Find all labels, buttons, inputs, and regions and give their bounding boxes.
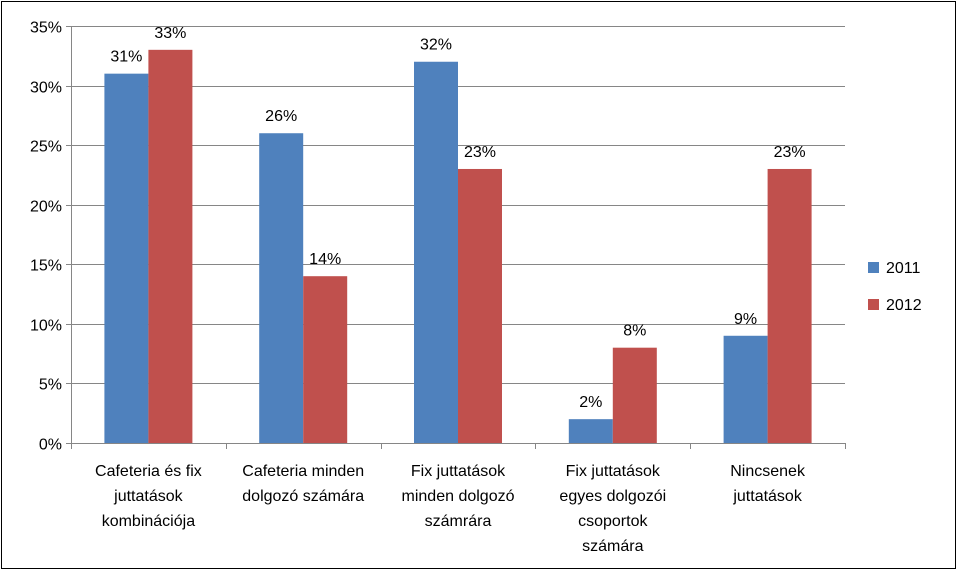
bar-2012-1 [303, 276, 348, 443]
legend-swatch-2012 [868, 299, 879, 310]
bar-2011-3 [568, 419, 613, 443]
data-label: 23% [464, 144, 496, 161]
category-label: Fix juttatások minden dolgozó számrára [402, 463, 515, 530]
data-label: 9% [734, 311, 757, 328]
bar-2012-2 [458, 168, 502, 443]
data-label: 14% [309, 251, 341, 268]
data-label: 31% [110, 49, 142, 66]
bar-2011-4 [723, 335, 768, 443]
bar-2011-0 [104, 73, 149, 444]
y-tick-label: 25% [30, 139, 62, 156]
legend-label-2011: 2011 [886, 260, 921, 277]
data-label: 23% [774, 144, 806, 161]
data-label: 26% [265, 108, 297, 125]
data-label: 32% [420, 37, 452, 54]
category-label: Nincsenek juttatások [730, 463, 806, 505]
data-label: 33% [154, 25, 186, 42]
bar-2012-4 [767, 168, 812, 443]
y-tick-label: 0% [39, 437, 62, 454]
axes: 0% 5% 10% 15% 20% 25% 30% 35% Cafeteria és fix ju… [30, 20, 846, 555]
bar-2011-1 [259, 133, 304, 443]
y-tick-label: 15% [30, 258, 62, 275]
category-label: Fix juttatások egyes dolgozói csoportok szá… [559, 463, 666, 555]
bars [104, 49, 812, 444]
y-tick-label: 5% [39, 377, 62, 394]
bar-2011-2 [414, 61, 458, 443]
y-tick-label: 30% [30, 80, 62, 97]
data-label: 2% [579, 394, 602, 411]
data-labels: 31% 26% 32% 2% 9% 33% 14% 23% 8% 23% [110, 25, 805, 411]
bar-2012-3 [612, 347, 657, 443]
data-label: 8% [623, 323, 646, 340]
legend-swatch-2011 [868, 262, 879, 273]
bar-2012-0 [148, 49, 193, 443]
legend-label-2012: 2012 [886, 297, 922, 314]
legend: 2011 2012 [868, 260, 922, 314]
y-tick-label: 20% [30, 199, 62, 216]
y-tick-label: 10% [30, 318, 62, 335]
category-label: Cafeteria és fix juttatások kombinációja [95, 463, 202, 530]
y-tick-label: 35% [30, 20, 62, 37]
category-label: Cafeteria minden dolgozó számára [242, 463, 364, 505]
